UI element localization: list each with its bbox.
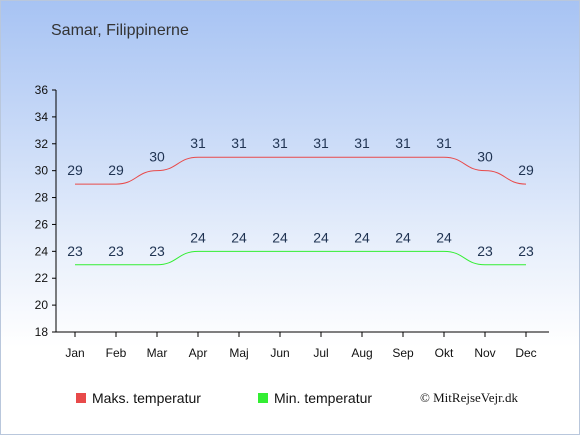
data-label-min: 24 xyxy=(436,229,452,245)
data-label-max: 31 xyxy=(272,135,288,151)
y-tick-label: 20 xyxy=(35,298,49,312)
series-line-max xyxy=(74,156,527,185)
y-tick-label: 18 xyxy=(35,325,49,339)
chart-title: Samar, Filippinerne xyxy=(51,22,189,39)
data-label-min: 23 xyxy=(518,243,534,259)
x-tick-label: Mar xyxy=(147,346,168,360)
data-label-min: 24 xyxy=(190,229,206,245)
y-tick-label: 24 xyxy=(35,244,49,258)
x-tick-label: Aug xyxy=(351,346,372,360)
data-label-min: 24 xyxy=(231,229,247,245)
x-tick-label: Jul xyxy=(313,346,328,360)
y-tick-label: 22 xyxy=(35,271,49,285)
x-tick-label: Jan xyxy=(65,346,84,360)
legend-min: Min. temperatur xyxy=(258,390,372,406)
x-tick-label: Okt xyxy=(435,346,454,360)
legend-min-label: Min. temperatur xyxy=(274,390,373,406)
data-label-max: 30 xyxy=(149,149,165,165)
x-tick-label: Maj xyxy=(229,346,248,360)
data-label-min: 23 xyxy=(67,243,83,259)
data-label-min: 24 xyxy=(395,229,411,245)
legend-max: Maks. temperatur xyxy=(76,390,201,406)
data-label-max: 29 xyxy=(108,162,124,178)
x-tick-label: Jun xyxy=(270,346,289,360)
data-label-min: 24 xyxy=(272,229,288,245)
data-label-max: 29 xyxy=(518,162,534,178)
data-label-max: 31 xyxy=(395,135,411,151)
legend-min-swatch xyxy=(258,393,268,403)
data-label-max: 30 xyxy=(477,149,493,165)
y-tick-label: 26 xyxy=(35,217,49,231)
data-label-max: 31 xyxy=(190,135,206,151)
data-label-min: 23 xyxy=(149,243,165,259)
y-tick-label: 36 xyxy=(35,83,49,97)
x-tick-label: Nov xyxy=(474,346,495,360)
data-label-min: 24 xyxy=(313,229,329,245)
x-tick-label: Apr xyxy=(189,346,208,360)
legend-max-label: Maks. temperatur xyxy=(92,390,201,406)
y-tick-label: 30 xyxy=(35,164,49,178)
x-tick-label: Dec xyxy=(515,346,536,360)
data-label-min: 23 xyxy=(477,243,493,259)
x-tick-label: Sep xyxy=(392,346,414,360)
data-label-max: 31 xyxy=(354,135,370,151)
legend-max-swatch xyxy=(76,393,86,403)
credit-text: © MitRejseVejr.dk xyxy=(420,390,518,405)
data-label-max: 31 xyxy=(231,135,247,151)
data-label-max: 29 xyxy=(67,162,83,178)
data-label-min: 24 xyxy=(354,229,370,245)
y-tick-label: 28 xyxy=(35,191,49,205)
y-tick-label: 34 xyxy=(35,110,49,124)
series-line-min xyxy=(75,250,526,266)
data-label-max: 31 xyxy=(436,135,452,151)
data-label-min: 23 xyxy=(108,243,124,259)
y-tick-label: 32 xyxy=(35,137,49,151)
data-label-max: 31 xyxy=(313,135,329,151)
x-tick-label: Feb xyxy=(106,346,127,360)
